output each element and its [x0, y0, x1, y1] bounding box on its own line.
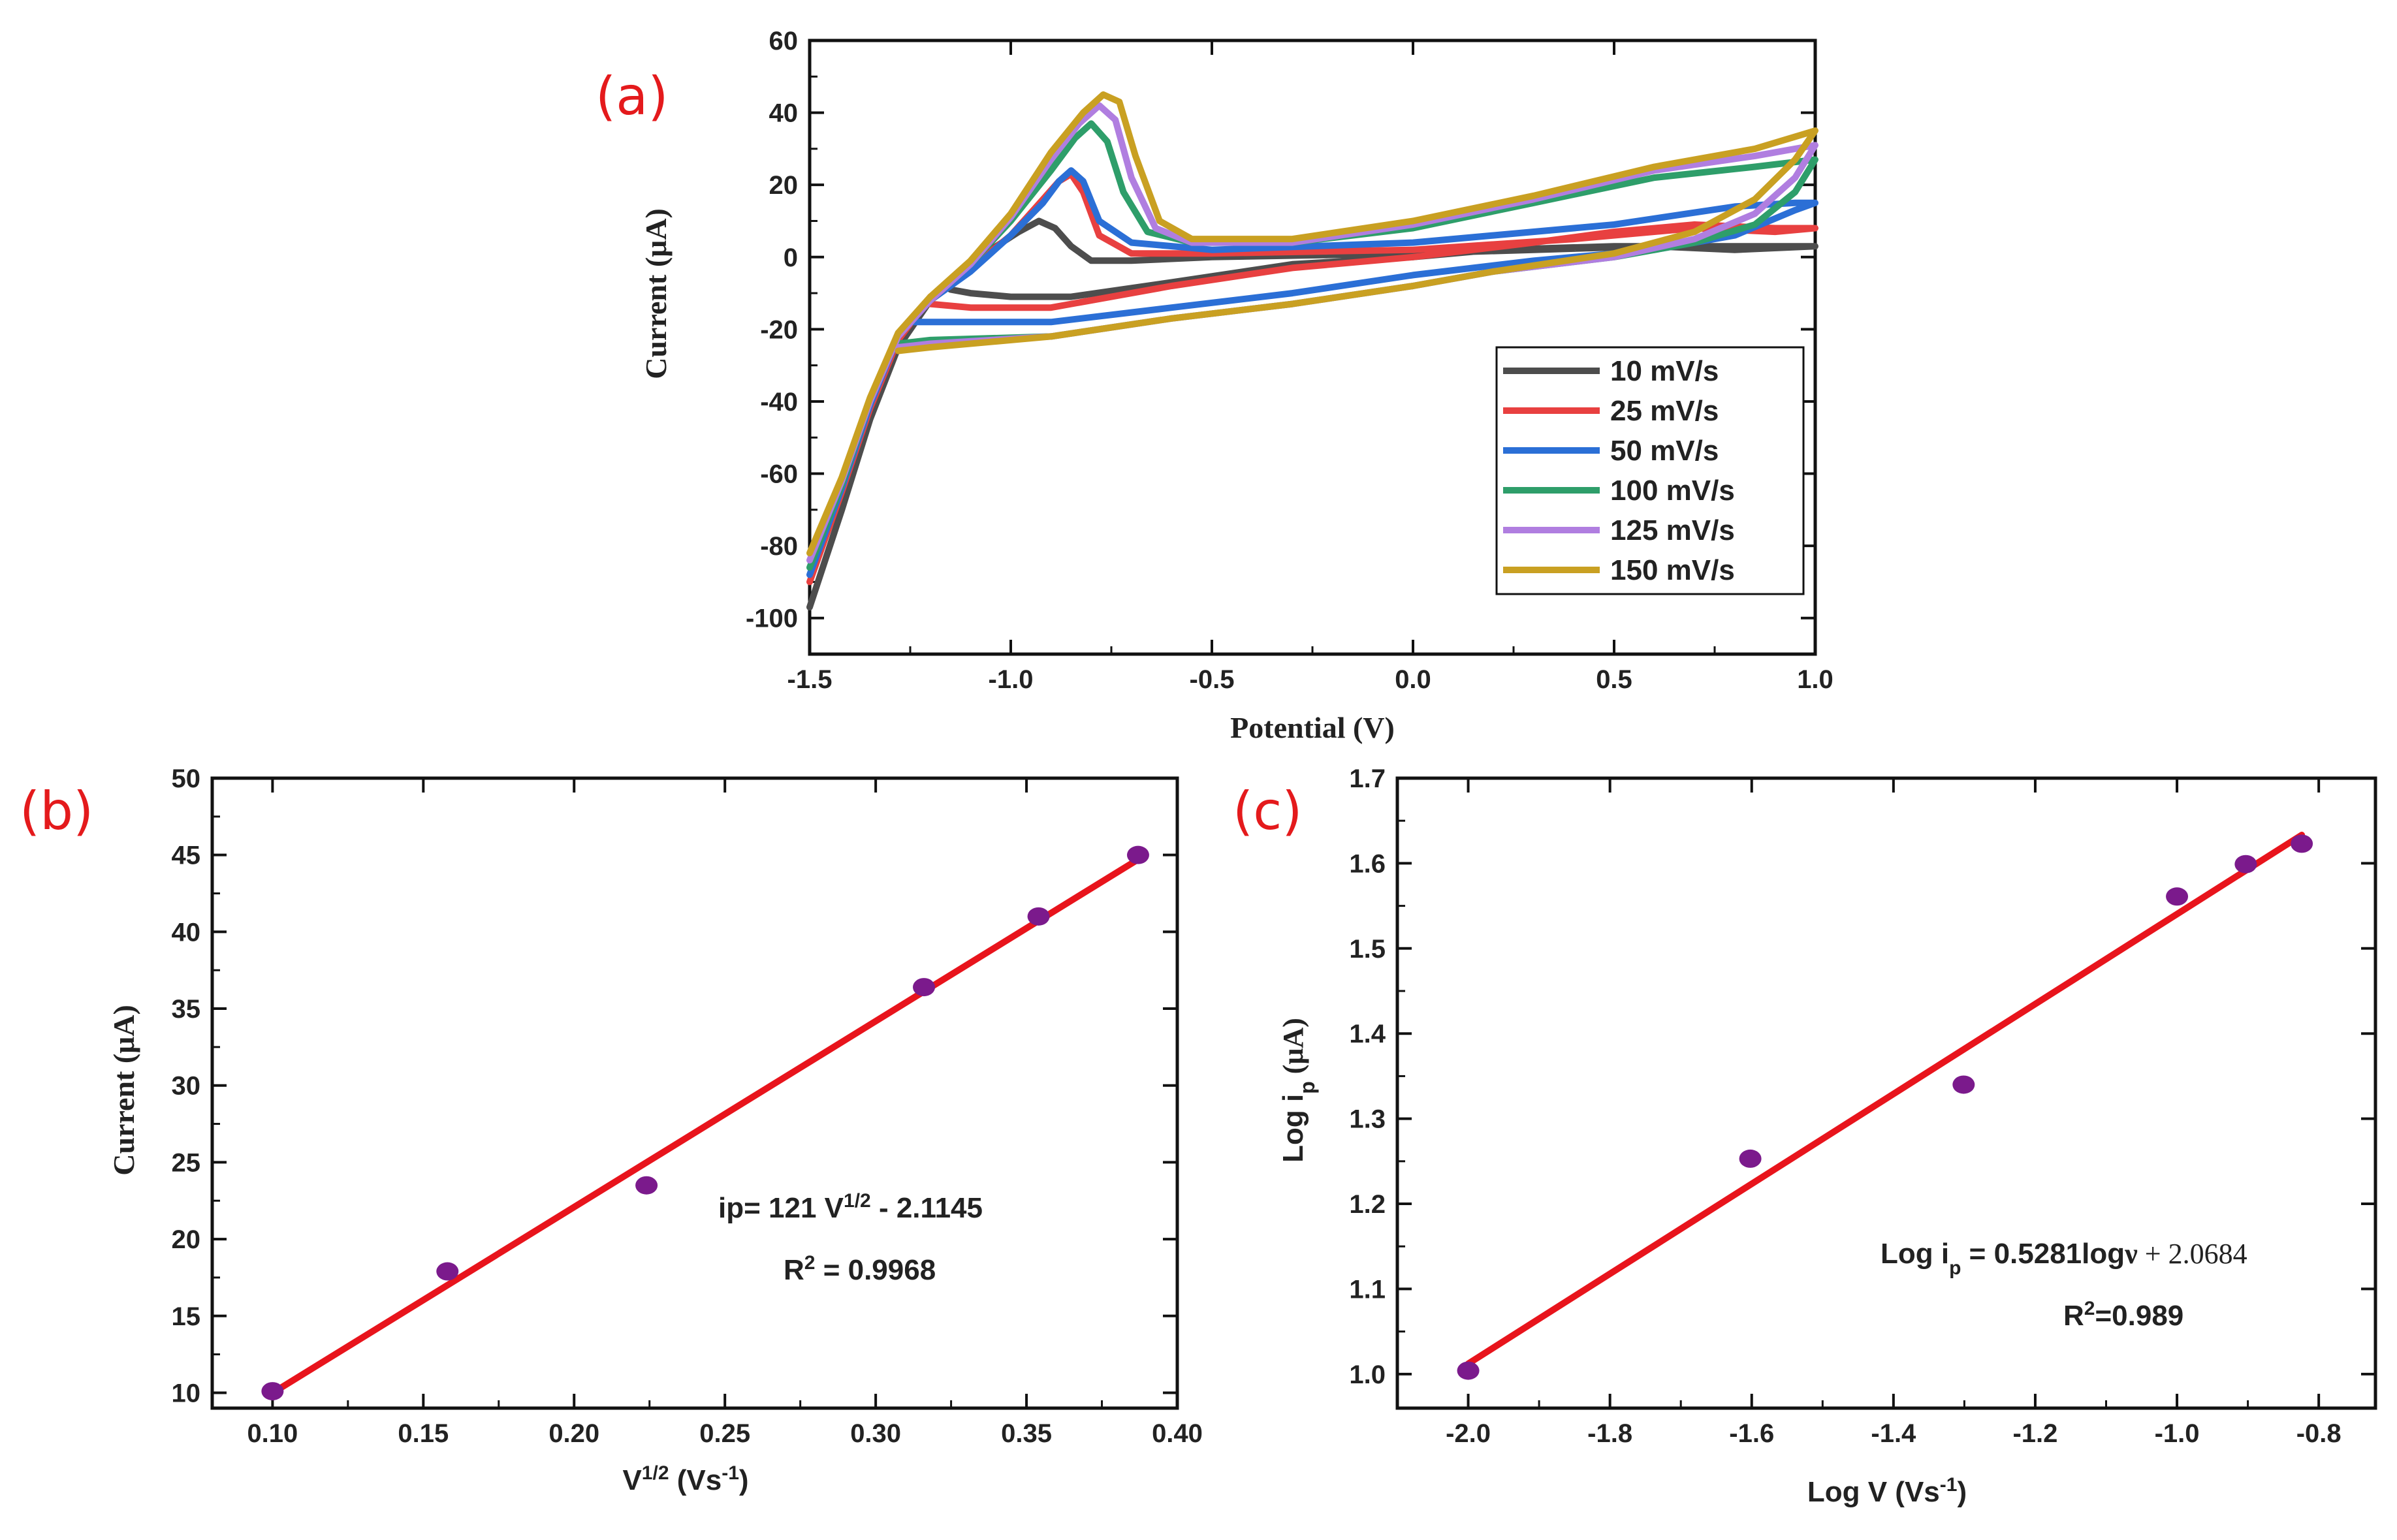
- panel-b-scatter-chart: 0.10 0.15 0.20 0.25 0.30 0.35 0.40 10 15 20 25 30 35…: [107, 764, 1203, 1496]
- panel-b-x-tick-label: 0.15: [398, 1419, 449, 1448]
- panel-b-y-tick-label: 25: [172, 1148, 201, 1177]
- panel-b-x-axis-title: V1/2 (Vs-1): [622, 1462, 748, 1497]
- panel-c-fit-line: [1465, 832, 2306, 1367]
- panel-b-fit-equation: ip= 121 V1/2 - 2.1145: [718, 1190, 983, 1225]
- panel-a-series-group: [806, 91, 1818, 611]
- panel-b-data-point: [635, 1176, 658, 1195]
- panel-c-y-tick-label: 1.0: [1349, 1360, 1386, 1389]
- panel-a-y-tick-label: 20: [769, 171, 799, 200]
- panel-c-fit-equation: Log ip = 0.5281logν + 2.0684: [1881, 1238, 2247, 1279]
- panel-b-x-tick-label: 0.10: [247, 1419, 298, 1448]
- panel-c-data-point: [1457, 1361, 1480, 1380]
- panel-b-points-group: [261, 845, 1149, 1401]
- panel-label-c: (c): [1233, 781, 1302, 841]
- panel-a-legend-label: 125 mV/s: [1610, 514, 1735, 546]
- panel-b-x-tick-label: 0.20: [548, 1419, 599, 1448]
- panel-b-y-tick-label: 45: [172, 841, 201, 870]
- panel-label-b: (b): [20, 781, 93, 841]
- panel-c-y-tick-label: 1.2: [1349, 1190, 1386, 1219]
- panel-a-legend-box: [1495, 346, 1805, 595]
- panel-a-y-tick-label: -60: [760, 460, 798, 489]
- panel-b-data-point: [913, 978, 936, 997]
- panel-a-y-tick-label: 40: [769, 99, 799, 128]
- panel-b-data-point: [1027, 907, 1050, 926]
- panel-b-y-tick-label: 10: [172, 1379, 201, 1407]
- panel-c-scatter-chart: -2.0 -1.8 -1.6 -1.4 -1.2 -1.0 -0.8 1.0 1.1 1.2 1.3…: [1277, 764, 2377, 1509]
- panel-c-axes: -2.0 -1.8 -1.6 -1.4 -1.2 -1.0 -0.8 1.0 1.1 1.2 1.3…: [1349, 764, 2375, 1448]
- panel-a-y-tick-label: 0: [784, 244, 798, 272]
- panel-a-x-tick-label: 0.0: [1395, 665, 1431, 694]
- panel-c-data-point: [2166, 887, 2189, 906]
- panel-c-y-tick-label: 1.1: [1349, 1275, 1386, 1304]
- panel-b-plot-frame: [210, 776, 1179, 1410]
- panel-b-r2-value: R2 = 0.9968: [784, 1252, 936, 1287]
- panel-b-y-tick-label: 35: [172, 995, 201, 1024]
- panel-c-x-tick-label: -1.2: [2012, 1419, 2057, 1448]
- panel-c-x-tick-label: -1.0: [2155, 1419, 2200, 1448]
- panel-a-x-axis-title: Potential (V): [1230, 711, 1395, 744]
- panel-b-y-tick-label: 50: [172, 764, 201, 793]
- panel-a-y-tick-label: 60: [769, 27, 799, 55]
- panel-b-y-tick-label: 15: [172, 1302, 201, 1331]
- panel-b-data-point: [436, 1262, 459, 1281]
- panel-c-y-tick-label: 1.4: [1349, 1020, 1386, 1048]
- panel-c-y-tick-label: 1.7: [1349, 764, 1386, 793]
- panel-c-x-tick-label: -1.6: [1729, 1419, 1774, 1448]
- panel-c-y-axis-title: Log ip (μA): [1277, 1018, 1319, 1163]
- panel-c-y-tick-label: 1.6: [1349, 849, 1386, 878]
- panel-c-points-group: [1457, 834, 2313, 1380]
- panel-a-cv-chart: -1.5 -1.0 -0.5 0.0 0.5 1.0 -100 -80 -60 -40 -20 0 20…: [639, 27, 1833, 744]
- panel-b-fit-group: [269, 856, 1141, 1396]
- panel-a-legend-label: 10 mV/s: [1610, 355, 1719, 387]
- panel-a-legend-label: 150 mV/s: [1610, 554, 1735, 586]
- panel-c-r2-value: R2=0.989: [2063, 1298, 2183, 1332]
- panel-b-x-tick-label: 0.35: [1001, 1419, 1052, 1448]
- panel-b-y-tick-label: 30: [172, 1072, 201, 1101]
- panel-c-data-point: [2234, 855, 2257, 873]
- panel-c-data-point: [1952, 1075, 1975, 1094]
- panel-b-data-point: [1126, 845, 1149, 864]
- panel-b-x-tick-label: 0.40: [1152, 1419, 1203, 1448]
- panel-a-legend: 10 mV/s 25 mV/s 50 mV/s 100 mV/s 125 mV/s 150…: [1495, 346, 1805, 595]
- panel-c-y-tick-label: 1.5: [1349, 935, 1386, 964]
- panel-c-fit-group: [1465, 832, 2306, 1367]
- panel-label-a: (a): [595, 66, 668, 127]
- panel-a-y-axis-title: Current (μA): [639, 208, 673, 379]
- panel-a-legend-label: 50 mV/s: [1610, 435, 1719, 467]
- panel-c-x-tick-label: -2.0: [1446, 1419, 1491, 1448]
- panel-a-series-50-mv-s: [806, 167, 1818, 578]
- panel-a-y-tick-label: -20: [760, 315, 798, 344]
- panel-b-x-tick-label: 0.25: [699, 1419, 750, 1448]
- panel-a-x-tick-label: -1.5: [787, 665, 833, 694]
- panel-b-fit-line: [269, 856, 1141, 1396]
- panel-c-x-tick-label: -0.8: [2296, 1419, 2341, 1448]
- panel-c-x-axis-title: Log V (Vs-1): [1807, 1474, 1967, 1509]
- panel-c-x-tick-label: -1.8: [1587, 1419, 1632, 1448]
- panel-b-y-tick-label: 20: [172, 1225, 201, 1254]
- panel-a-x-tick-label: 1.0: [1797, 665, 1833, 694]
- panel-b-x-tick-label: 0.30: [850, 1419, 901, 1448]
- panel-c-data-point: [2291, 834, 2313, 853]
- panel-a-y-tick-label: -80: [760, 532, 798, 561]
- panel-a-x-tick-label: -1.0: [989, 665, 1034, 694]
- panel-c-y-tick-label: 1.3: [1349, 1105, 1386, 1134]
- panel-a-y-tick-label: -40: [760, 388, 798, 416]
- panel-a-axes: -1.5 -1.0 -0.5 0.0 0.5 1.0 -100 -80 -60 -40 -20 0 20…: [746, 27, 1833, 694]
- panel-a-legend-label: 25 mV/s: [1610, 395, 1719, 427]
- panel-a-series-150-mv-s: [806, 91, 1818, 557]
- panel-c-x-tick-label: -1.4: [1871, 1419, 1916, 1448]
- panel-a-legend-label: 100 mV/s: [1610, 475, 1735, 507]
- panel-b-y-tick-label: 40: [172, 918, 201, 947]
- panel-b-axes: 0.10 0.15 0.20 0.25 0.30 0.35 0.40 10 15 20 25 30 35…: [172, 764, 1203, 1448]
- panel-c-plot-frame: [1395, 776, 2377, 1410]
- panel-b-y-axis-title: Current (μA): [107, 1005, 140, 1176]
- panel-a-x-tick-label: -0.5: [1190, 665, 1235, 694]
- panel-c-data-point: [1739, 1149, 1762, 1168]
- panel-a-y-tick-label: -100: [746, 605, 798, 633]
- panel-a-x-tick-label: 0.5: [1596, 665, 1632, 694]
- panel-b-data-point: [261, 1382, 284, 1401]
